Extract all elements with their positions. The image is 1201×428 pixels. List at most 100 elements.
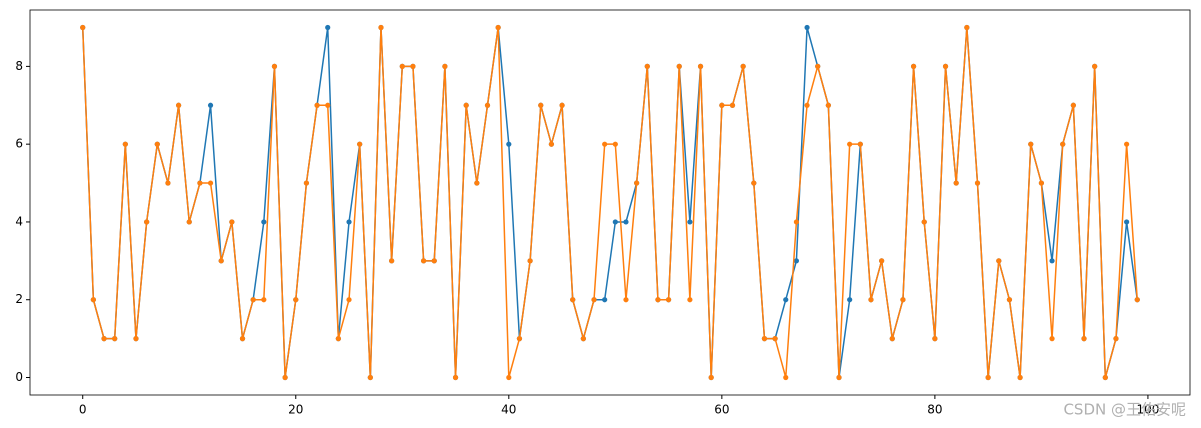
point xyxy=(953,180,959,186)
point xyxy=(793,258,800,264)
point xyxy=(751,180,757,186)
point xyxy=(570,297,576,303)
point xyxy=(346,219,352,225)
point xyxy=(676,63,682,69)
point xyxy=(1124,219,1130,225)
point xyxy=(1017,374,1023,381)
point xyxy=(218,258,224,264)
point xyxy=(900,297,906,303)
point xyxy=(665,297,672,303)
point xyxy=(293,297,299,303)
point xyxy=(623,219,629,225)
point xyxy=(719,102,725,108)
point xyxy=(335,336,341,342)
point xyxy=(687,219,693,225)
point xyxy=(1092,63,1098,69)
series-line xyxy=(81,27,1139,378)
point xyxy=(804,24,810,31)
point xyxy=(378,24,384,31)
point xyxy=(591,297,597,303)
point xyxy=(165,180,171,186)
point xyxy=(516,336,523,342)
point xyxy=(1038,180,1045,186)
point xyxy=(740,63,746,69)
point xyxy=(314,102,320,108)
point xyxy=(921,219,927,225)
point xyxy=(1070,102,1076,108)
point xyxy=(80,24,86,31)
point xyxy=(527,258,533,264)
point xyxy=(101,336,107,342)
point xyxy=(495,24,501,31)
point xyxy=(655,297,661,303)
point xyxy=(346,297,352,303)
point xyxy=(175,102,182,108)
point xyxy=(783,297,789,303)
point xyxy=(442,63,448,69)
point xyxy=(90,297,96,303)
point xyxy=(399,63,405,69)
point xyxy=(623,297,629,303)
point xyxy=(580,336,586,342)
point xyxy=(548,141,555,147)
point xyxy=(687,297,693,303)
point xyxy=(154,141,160,147)
point xyxy=(910,63,917,69)
point xyxy=(186,219,192,225)
point xyxy=(484,102,491,108)
point xyxy=(431,258,437,264)
point xyxy=(1006,297,1013,303)
point xyxy=(1134,297,1140,303)
y-tick-label: 6 xyxy=(15,137,23,151)
point xyxy=(793,219,800,225)
point xyxy=(506,141,512,147)
point xyxy=(1049,336,1055,342)
point xyxy=(420,258,427,264)
point xyxy=(271,63,278,69)
point xyxy=(697,63,704,69)
point xyxy=(303,180,310,186)
point xyxy=(452,374,459,381)
point xyxy=(250,297,256,303)
point xyxy=(847,297,853,303)
point xyxy=(974,180,981,186)
point xyxy=(602,141,608,147)
point xyxy=(325,24,331,31)
y-tick-label: 0 xyxy=(15,370,23,384)
point xyxy=(804,102,810,108)
point xyxy=(1081,336,1087,342)
x-tick-label: 100 xyxy=(1136,403,1159,417)
point xyxy=(506,374,512,381)
x-tick-label: 60 xyxy=(714,403,729,417)
point xyxy=(389,258,395,264)
point xyxy=(708,374,714,381)
point xyxy=(825,102,831,108)
point xyxy=(815,63,821,69)
point xyxy=(282,374,288,381)
point xyxy=(197,180,203,186)
watermark: CSDN @王佑安呢 xyxy=(1063,401,1186,419)
point xyxy=(1102,374,1108,381)
point xyxy=(761,336,768,342)
point xyxy=(964,24,970,31)
point xyxy=(1060,141,1066,147)
point xyxy=(1028,141,1034,147)
point xyxy=(357,141,363,147)
point xyxy=(772,336,778,342)
point xyxy=(857,141,863,147)
point xyxy=(559,102,565,108)
point xyxy=(634,180,640,186)
point xyxy=(229,219,235,225)
point xyxy=(1113,336,1119,342)
point xyxy=(122,141,128,147)
x-tick-label: 0 xyxy=(79,403,87,417)
plot-frame xyxy=(29,9,1191,396)
point xyxy=(879,258,885,264)
point xyxy=(932,336,938,342)
point xyxy=(239,336,246,342)
point xyxy=(367,374,373,381)
point xyxy=(612,219,618,225)
point xyxy=(474,180,480,186)
point xyxy=(207,180,214,186)
